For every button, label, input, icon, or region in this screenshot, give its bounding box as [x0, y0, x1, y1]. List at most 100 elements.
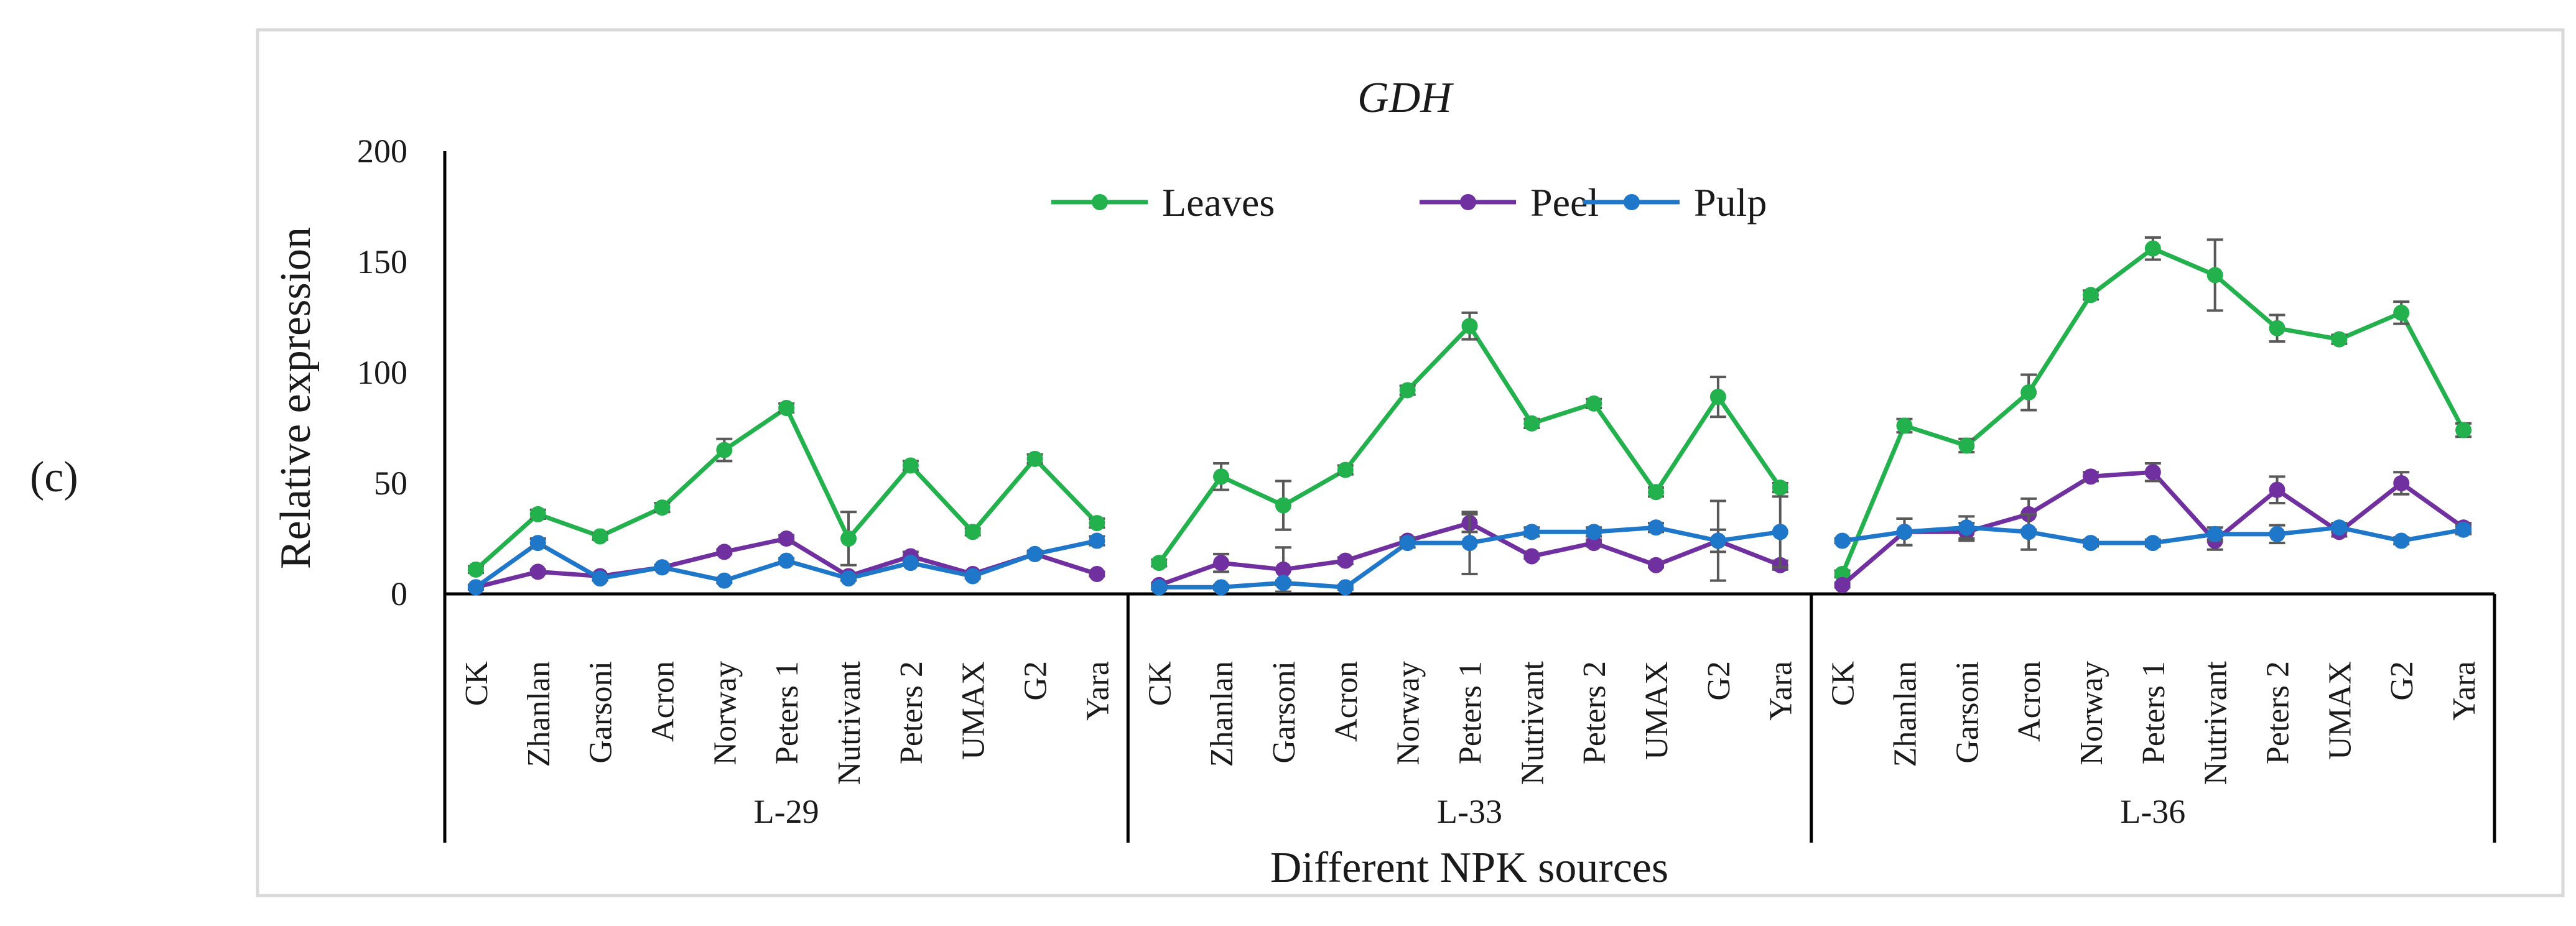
data-point	[592, 570, 608, 587]
x-tick-label: Garsoni	[584, 661, 619, 764]
x-tick-label: Yara	[1080, 661, 1115, 721]
data-point	[654, 559, 671, 576]
panel-label: (c)	[30, 453, 78, 501]
series-leaves	[467, 236, 2472, 582]
plot-area	[467, 236, 2472, 596]
data-point	[2269, 481, 2285, 498]
data-point	[902, 457, 919, 474]
data-point	[1834, 532, 1851, 549]
data-point	[1151, 579, 1168, 596]
legend-swatch-marker	[1624, 194, 1640, 210]
data-point	[1213, 468, 1230, 485]
legend: Leaves Peel Pulp	[1051, 180, 1767, 225]
data-point	[1026, 545, 1043, 562]
data-point	[2269, 320, 2285, 336]
data-point	[2206, 267, 2223, 284]
data-point	[1089, 532, 1105, 549]
data-point	[529, 506, 546, 522]
data-point	[1213, 555, 1230, 572]
data-point	[1648, 557, 1665, 573]
x-tick-label: CK	[1142, 661, 1178, 706]
data-point	[2082, 468, 2099, 485]
data-point	[1958, 519, 1975, 536]
x-tick-label: UMAX	[956, 661, 992, 760]
data-point	[1896, 524, 1913, 540]
data-point	[2206, 526, 2223, 542]
x-tick-label: Zhanlan	[1204, 661, 1240, 767]
data-point	[1648, 484, 1665, 501]
data-point	[1523, 548, 1540, 565]
data-point	[1772, 524, 1788, 540]
data-point	[1213, 579, 1230, 596]
data-point	[716, 544, 733, 560]
chart-border	[256, 28, 2565, 897]
x-axis: CK Zhanlan Garsoni Acron Norway Peters 1 Nutri…	[445, 592, 2496, 843]
data-point	[1026, 450, 1043, 467]
x-tick-label: CK	[1826, 661, 1861, 706]
data-point	[778, 552, 795, 569]
x-tick-label: Peters 1	[1453, 661, 1489, 764]
x-tick-label: Peters 2	[894, 661, 929, 764]
data-point	[2331, 519, 2348, 536]
y-tick-label: 0	[391, 575, 407, 613]
data-point	[1586, 535, 1602, 552]
legend-item-leaves: Leaves	[1051, 180, 1275, 225]
data-point	[1461, 535, 1478, 552]
data-point	[1586, 395, 1602, 412]
data-point	[778, 530, 795, 547]
data-point	[902, 555, 919, 572]
x-tick-label: CK	[459, 661, 495, 706]
data-point	[1337, 552, 1354, 569]
group-label: L-33	[1437, 793, 1502, 830]
data-point	[1586, 524, 1602, 540]
data-point	[778, 399, 795, 416]
data-point	[1089, 565, 1105, 582]
x-tick-label: Yara	[1764, 661, 1799, 721]
y-tick-label: 150	[357, 243, 407, 280]
data-point	[1709, 389, 1726, 405]
x-tick-label: Nutrivant	[1515, 660, 1550, 785]
data-point	[1523, 415, 1540, 432]
y-axis: 0 50 100 150 200	[357, 132, 447, 843]
data-point	[964, 568, 981, 585]
legend-label: Leaves	[1162, 180, 1275, 225]
group-label: L-29	[754, 793, 819, 830]
data-point	[1399, 535, 1416, 552]
x-tick-label: Norway	[707, 661, 743, 766]
x-tick-label: Acron	[645, 661, 681, 742]
x-tick-label: Peters 1	[2136, 661, 2172, 764]
data-point	[840, 570, 857, 587]
x-tick-label: G2	[1018, 661, 1054, 701]
x-tick-label: Peters 1	[770, 661, 805, 764]
data-point	[2020, 384, 2037, 401]
y-tick-label: 50	[374, 465, 407, 502]
data-point	[2269, 526, 2285, 542]
data-point	[2393, 304, 2410, 321]
data-point	[1089, 515, 1105, 532]
data-point	[1275, 561, 1291, 578]
group-label: L-36	[2120, 793, 2185, 830]
data-point	[1275, 575, 1291, 591]
x-tick-label: Nutrivant	[832, 660, 867, 785]
data-point	[654, 499, 671, 516]
data-point	[1275, 497, 1291, 514]
x-tick-label: G2	[1701, 661, 1737, 701]
series-pulp	[467, 495, 2472, 596]
data-point	[1648, 519, 1665, 536]
data-point	[2331, 331, 2348, 348]
data-point	[1337, 579, 1354, 596]
data-point	[2020, 524, 2037, 540]
data-point	[2393, 475, 2410, 491]
data-point	[1709, 532, 1726, 549]
y-tick-label: 200	[357, 132, 407, 170]
data-point	[716, 572, 733, 589]
x-tick-label: Peters 2	[1577, 661, 1612, 764]
data-point	[2144, 464, 2161, 481]
data-point	[2144, 240, 2161, 257]
data-point	[2082, 287, 2099, 303]
x-tick-label: Yara	[2447, 661, 2482, 721]
chart-title: GDH	[1357, 74, 1454, 122]
data-point	[1523, 524, 1540, 540]
